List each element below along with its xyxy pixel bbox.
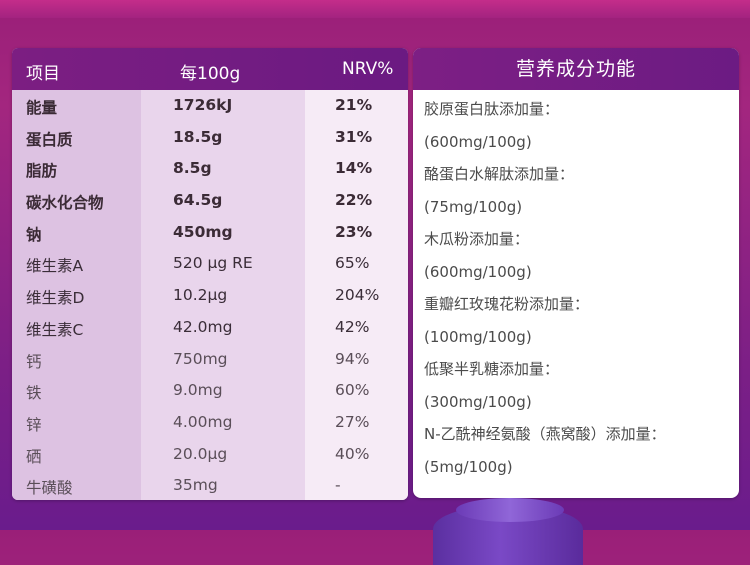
row-nrv: 94%: [335, 349, 370, 368]
row-nrv: 23%: [335, 222, 373, 241]
nutrition-table: 项目 每100g NRV% 能量 1726kJ 21% 蛋白质 18.5g 31% 脂肪 8.…: [12, 48, 408, 500]
row-nrv: 204%: [335, 286, 380, 305]
row-name: 维生素C: [26, 320, 84, 339]
row-value: 18.5g: [173, 127, 223, 146]
row-value: 9.0mg: [173, 381, 223, 400]
row-name: 碳水化合物: [26, 194, 104, 213]
function-panel-title: 营养成分功能: [413, 48, 739, 90]
table-row: 锌 4.00mg 27%: [12, 407, 408, 439]
row-name: 能量: [26, 99, 58, 117]
row-value: 520 μg RE: [173, 254, 253, 273]
row-nrv: 14%: [335, 159, 373, 178]
table-row: 铁 9.0mg 60%: [12, 375, 408, 407]
row-name: 维生素D: [26, 289, 85, 308]
row-value: 35mg: [173, 476, 218, 495]
header-per100g: 每100g: [180, 64, 241, 84]
function-line: (75mg/100g): [424, 197, 523, 216]
function-line: 胶原蛋白肽添加量：: [424, 100, 560, 118]
function-line: (600mg/100g): [424, 132, 532, 151]
table-row: 碳水化合物 64.5g 22%: [12, 185, 408, 217]
row-nrv: 22%: [335, 191, 373, 210]
product-cap-top: [456, 498, 564, 522]
row-value: 450mg: [173, 222, 233, 241]
row-value: 1726kJ: [173, 96, 233, 114]
row-nrv: 31%: [335, 127, 373, 146]
row-name: 牛磺酸: [26, 479, 73, 498]
row-value: 750mg: [173, 349, 228, 368]
row-nrv: -: [335, 476, 341, 495]
row-value: 64.5g: [173, 191, 223, 210]
function-line: N-乙酰神经氨酸（燕窝酸）添加量：: [424, 425, 666, 443]
row-name: 铁: [26, 384, 42, 403]
row-nrv: 42%: [335, 317, 370, 336]
top-band: [0, 0, 750, 18]
row-name: 钙: [26, 352, 42, 371]
row-value: 20.0μg: [173, 444, 228, 463]
table-row: 脂肪 8.5g 14%: [12, 153, 408, 185]
row-name: 脂肪: [26, 162, 58, 181]
table-row: 维生素D 10.2μg 204%: [12, 280, 408, 312]
header-item: 项目: [26, 64, 60, 84]
table-row: 维生素A 520 μg RE 65%: [12, 248, 408, 280]
function-line: (100mg/100g): [424, 327, 532, 346]
function-line: 木瓜粉添加量：: [424, 230, 530, 248]
row-nrv: 27%: [335, 412, 370, 431]
function-line: 酪蛋白水解肽添加量：: [424, 165, 575, 183]
row-value: 10.2μg: [173, 286, 228, 305]
table-row: 维生素C 42.0mg 42%: [12, 312, 408, 344]
table-row: 能量 1726kJ 21%: [12, 90, 408, 122]
table-row: 钙 750mg 94%: [12, 344, 408, 376]
row-nrv: 40%: [335, 444, 370, 463]
row-name: 维生素A: [26, 257, 84, 276]
function-line: 低聚半乳糖添加量：: [424, 360, 560, 378]
row-value: 8.5g: [173, 159, 212, 178]
row-name: 蛋白质: [26, 130, 73, 149]
row-nrv: 65%: [335, 254, 370, 273]
column-bg-item: [12, 90, 141, 500]
row-name: 硒: [26, 447, 42, 466]
table-header: 项目 每100g NRV%: [12, 48, 408, 90]
function-panel: 营养成分功能 胶原蛋白肽添加量： (600mg/100g) 酪蛋白水解肽添加量： (7…: [413, 48, 739, 498]
function-list: 胶原蛋白肽添加量： (600mg/100g) 酪蛋白水解肽添加量： (75mg/100…: [413, 90, 739, 483]
table-row: 钠 450mg 23%: [12, 217, 408, 249]
header-nrv: NRV%: [342, 59, 394, 79]
column-bg-value: [141, 90, 305, 500]
row-name: 锌: [26, 415, 42, 434]
function-line: (300mg/100g): [424, 392, 532, 411]
row-name: 钠: [26, 225, 42, 244]
row-value: 4.00mg: [173, 412, 233, 431]
table-row: 硒 20.0μg 40%: [12, 439, 408, 471]
function-line: (5mg/100g): [424, 457, 513, 476]
table-row: 蛋白质 18.5g 31%: [12, 122, 408, 154]
row-nrv: 21%: [335, 96, 373, 114]
table-body: 能量 1726kJ 21% 蛋白质 18.5g 31% 脂肪 8.5g 14% 碳水化合物 64.5…: [12, 90, 408, 500]
column-bg-nrv: [305, 90, 408, 500]
function-line: 重瓣红玫瑰花粉添加量：: [424, 295, 590, 313]
row-nrv: 60%: [335, 381, 370, 400]
function-line: (600mg/100g): [424, 262, 532, 281]
table-row: 牛磺酸 35mg -: [12, 470, 408, 500]
row-value: 42.0mg: [173, 317, 233, 336]
